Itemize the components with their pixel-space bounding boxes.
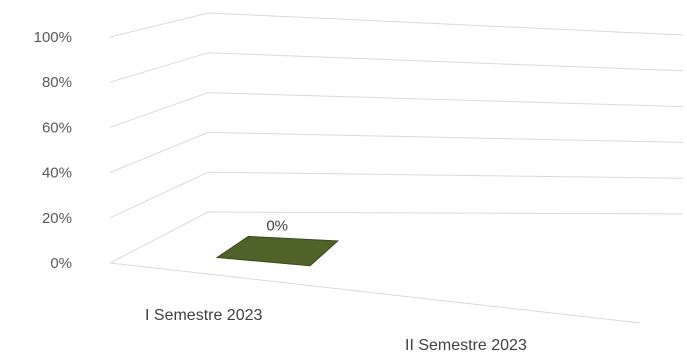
category-label-2: II Semestre 2023 — [405, 337, 527, 354]
gridline-back — [207, 131, 684, 143]
gridline-side — [109, 171, 209, 219]
y-tick-label: 80% — [42, 74, 72, 91]
gridline-back — [207, 211, 684, 215]
y-tick-label: 100% — [34, 29, 72, 46]
data-labels: 0% — [266, 217, 288, 234]
y-tick-label: 0% — [50, 255, 72, 272]
gridline-side — [109, 52, 209, 83]
gridline-back — [207, 52, 684, 72]
y-tick-label: 60% — [42, 119, 72, 136]
category-label-1: I Semestre 2023 — [145, 307, 263, 324]
gridline-side — [109, 211, 209, 264]
y-tick-label: 40% — [42, 165, 72, 182]
gridlines — [109, 12, 684, 324]
gridline-back — [207, 12, 684, 36]
y-axis-ticks: 0% 20% 40% 60% 80% 100% — [34, 29, 72, 272]
bars — [215, 235, 340, 267]
gridline-back — [207, 171, 684, 179]
y-tick-label: 20% — [42, 210, 72, 227]
floor-front-edge — [109, 262, 641, 324]
gridline-side — [109, 12, 209, 38]
gridline-side — [109, 131, 209, 174]
gridline-back — [207, 92, 684, 108]
gridline-side — [109, 92, 209, 128]
x-axis-categories: I Semestre 2023 II Semestre 2023 — [145, 307, 527, 354]
data-label-1: 0% — [266, 217, 288, 234]
bar-1 — [215, 235, 340, 267]
